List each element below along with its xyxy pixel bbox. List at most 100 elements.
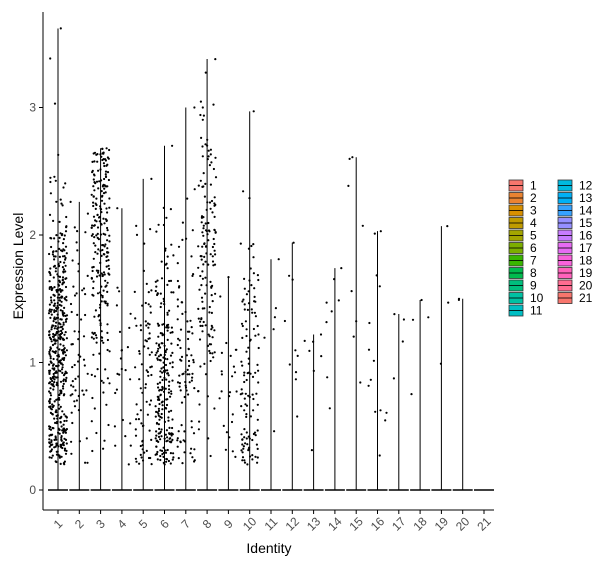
data-point [77, 375, 80, 378]
data-point [55, 321, 58, 324]
data-point [172, 452, 175, 455]
data-point [150, 463, 153, 466]
data-point [240, 433, 243, 436]
data-point [73, 363, 76, 367]
data-point [156, 450, 159, 454]
data-point [188, 373, 191, 376]
data-point [85, 389, 88, 392]
data-point [247, 357, 250, 360]
data-point [158, 381, 162, 384]
data-point [392, 377, 395, 380]
data-point [62, 441, 65, 444]
data-point [154, 280, 157, 283]
data-point [102, 152, 105, 155]
data-point [65, 215, 68, 219]
data-point [114, 391, 117, 395]
data-point [167, 419, 170, 422]
data-point [91, 331, 94, 334]
data-point [411, 318, 415, 321]
data-point [71, 259, 74, 262]
data-point [48, 270, 51, 274]
data-point [70, 310, 73, 314]
data-point [49, 273, 52, 277]
data-point [98, 319, 101, 322]
data-point [168, 437, 171, 440]
data-point [254, 334, 257, 337]
data-point [102, 381, 105, 384]
data-point [228, 395, 231, 398]
data-point [105, 403, 108, 406]
data-point [283, 319, 286, 323]
data-point [61, 311, 64, 314]
data-point [100, 272, 103, 275]
data-point [164, 449, 167, 452]
data-point [160, 428, 163, 431]
data-point [211, 245, 214, 249]
data-point [163, 322, 166, 326]
data-point [197, 428, 200, 431]
data-point [73, 330, 76, 333]
data-point [166, 283, 169, 286]
data-point [184, 386, 188, 389]
data-point [92, 353, 95, 356]
data-point [56, 354, 59, 357]
data-point [65, 442, 68, 445]
data-point [133, 290, 136, 293]
legend-label: 9 [530, 279, 537, 293]
data-point [246, 308, 249, 311]
y-axis-title: Expression Level [10, 213, 26, 320]
data-point [198, 420, 201, 423]
data-point [242, 190, 245, 193]
data-point [51, 287, 54, 290]
data-point [154, 289, 157, 293]
data-point [51, 379, 54, 383]
data-point [166, 358, 169, 361]
data-point [120, 367, 123, 371]
data-point [99, 324, 102, 327]
data-point [171, 433, 174, 436]
data-point [114, 444, 117, 447]
data-point [161, 449, 164, 452]
legend-label: 13 [579, 191, 593, 205]
data-point [97, 269, 100, 272]
data-point [60, 329, 63, 332]
data-point [50, 456, 53, 459]
data-point [135, 460, 138, 463]
data-point [50, 285, 53, 289]
data-point [62, 374, 66, 377]
data-point [49, 392, 52, 395]
data-point [163, 376, 166, 379]
data-point [48, 333, 51, 336]
data-point [50, 245, 53, 249]
data-point [186, 368, 189, 371]
data-point [252, 243, 255, 246]
data-point [201, 277, 204, 280]
data-point [93, 224, 96, 227]
data-point [257, 381, 260, 384]
data-point [141, 424, 144, 428]
data-point [69, 200, 72, 203]
data-point [446, 225, 449, 228]
data-point [379, 409, 382, 412]
data-point [348, 157, 351, 160]
data-point [154, 405, 157, 408]
data-point [172, 291, 175, 294]
data-point [325, 321, 328, 324]
data-point [158, 388, 162, 391]
data-point [56, 327, 59, 330]
data-point [61, 385, 65, 388]
data-point [108, 240, 111, 243]
data-point [63, 333, 66, 336]
data-point [192, 432, 196, 435]
data-point [104, 218, 107, 221]
data-point [161, 371, 164, 374]
data-point [155, 342, 158, 345]
data-point [244, 320, 247, 323]
data-point [100, 223, 103, 226]
data-point [95, 431, 98, 435]
data-point [248, 446, 251, 449]
data-point [100, 379, 103, 382]
data-point [92, 215, 96, 218]
data-point [55, 460, 58, 464]
data-point [49, 387, 52, 390]
